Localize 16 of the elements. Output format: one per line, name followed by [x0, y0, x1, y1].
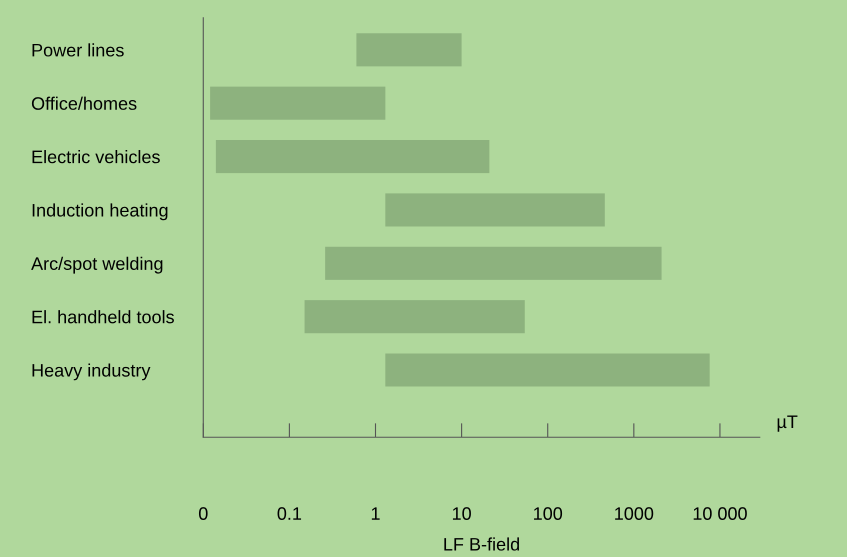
y-tick-label: Induction heating [32, 203, 168, 220]
y-tick-label: Power lines [32, 43, 124, 57]
x-tick-label: 10 [452, 507, 471, 520]
x-axis-title: LF B-field [444, 537, 519, 551]
x-tick-label: 1000 [615, 507, 654, 520]
x-tick-label: 0 [198, 507, 208, 520]
x-tick-label: 100 [534, 507, 562, 520]
y-tick-label: El. handheld tools [32, 310, 174, 324]
y-tick-label: Heavy industry [32, 363, 150, 380]
x-tick-label: 10 000 [694, 507, 747, 520]
x-tick-label: 0.1 [278, 507, 302, 520]
x-tick-label: 1 [372, 507, 380, 520]
y-tick-label: Electric vehicles [32, 150, 160, 164]
y-tick-label: Office/homes [32, 96, 136, 110]
text: µT [778, 416, 798, 432]
y-tick-label: Arc/spot welding [31, 256, 162, 274]
